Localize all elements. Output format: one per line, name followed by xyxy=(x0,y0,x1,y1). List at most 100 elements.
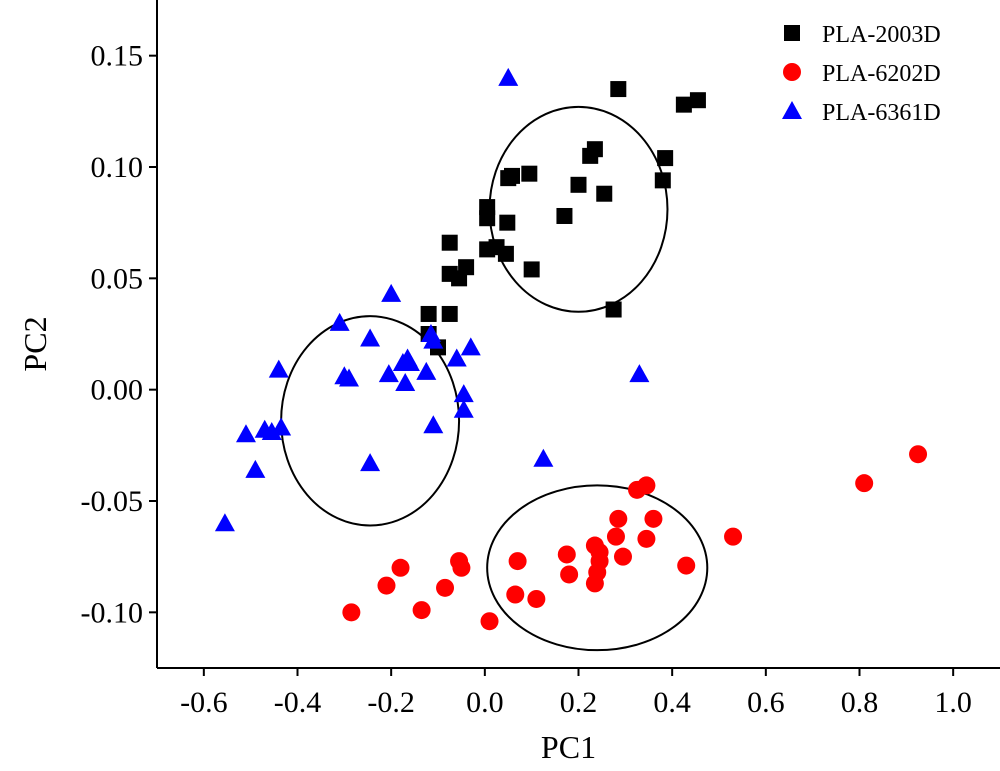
y-ticks: -0.10 -0.05 0.00 0.05 0.10 0.15 xyxy=(81,40,157,629)
data-point xyxy=(590,543,609,562)
data-point xyxy=(235,424,256,443)
x-tick-label: 1.0 xyxy=(934,686,972,719)
x-tick-label: -0.4 xyxy=(274,686,322,719)
y-tick-label: 0.00 xyxy=(91,374,144,407)
data-point xyxy=(657,150,674,167)
data-point xyxy=(399,352,420,371)
x-ticks: -0.6 -0.4 -0.2 0.0 0.2 0.4 0.6 0.8 1.0 xyxy=(180,668,972,719)
data-point xyxy=(458,259,475,276)
data-point xyxy=(527,589,546,608)
legend-item: PLA-2003D xyxy=(784,22,941,48)
data-point xyxy=(378,364,399,383)
legend-item: PLA-6202D xyxy=(783,61,941,87)
data-point xyxy=(556,207,573,224)
data-point xyxy=(499,214,516,231)
legend-marker xyxy=(783,63,801,81)
data-point xyxy=(506,585,525,604)
data-point xyxy=(855,474,874,493)
plot-area xyxy=(214,67,928,652)
data-point xyxy=(479,210,496,227)
data-point xyxy=(557,545,576,564)
data-point xyxy=(629,364,650,383)
data-point xyxy=(423,415,444,434)
data-point xyxy=(654,172,671,189)
data-point xyxy=(675,96,692,113)
data-point xyxy=(377,576,396,595)
confidence-ellipse xyxy=(488,105,669,313)
series-pla-6202d xyxy=(342,445,928,631)
data-point xyxy=(560,565,579,584)
data-point xyxy=(586,141,603,158)
data-point xyxy=(605,301,622,318)
x-tick-label: -0.2 xyxy=(367,686,415,719)
data-point xyxy=(909,445,928,464)
data-point xyxy=(446,348,467,367)
data-point xyxy=(644,509,663,528)
y-tick-label: 0.05 xyxy=(91,262,144,295)
x-tick-label: 0.6 xyxy=(747,686,785,719)
data-point xyxy=(245,459,266,478)
data-point xyxy=(606,527,625,546)
data-point xyxy=(596,185,613,202)
legend: PLA-2003D PLA-6202D PLA-6361D xyxy=(782,22,941,126)
data-point xyxy=(339,368,360,387)
data-point xyxy=(412,601,431,620)
data-point xyxy=(610,81,627,98)
x-tick-label: 0.4 xyxy=(653,686,691,719)
data-point xyxy=(391,558,410,577)
legend-item: PLA-6361D xyxy=(782,100,941,126)
y-tick-label: -0.10 xyxy=(81,596,144,629)
y-tick-label: -0.05 xyxy=(81,485,144,518)
confidence-ellipse xyxy=(486,484,709,652)
data-point xyxy=(420,305,437,322)
legend-marker xyxy=(782,101,802,119)
data-point xyxy=(452,558,471,577)
data-point xyxy=(521,165,538,182)
axes: -0.6 -0.4 -0.2 0.0 0.2 0.4 0.6 0.8 1.0 -0.10 -0.0… xyxy=(17,0,1000,765)
series-pla-6361d xyxy=(214,67,650,532)
data-point xyxy=(441,305,458,322)
data-point xyxy=(689,92,706,109)
data-point xyxy=(342,603,361,622)
legend-label: PLA-2003D xyxy=(822,22,941,48)
data-point xyxy=(453,399,474,418)
data-point xyxy=(523,261,540,278)
y-axis-title: PC2 xyxy=(17,316,53,371)
data-point xyxy=(533,448,554,467)
data-point xyxy=(329,312,350,331)
data-point xyxy=(214,513,235,532)
data-point xyxy=(498,67,519,86)
data-point xyxy=(677,556,696,575)
y-tick-label: 0.15 xyxy=(91,40,144,73)
data-point xyxy=(381,283,402,302)
data-point xyxy=(637,476,656,495)
x-axis-title: PC1 xyxy=(541,729,596,765)
x-tick-label: -0.6 xyxy=(180,686,228,719)
x-tick-label: 0.2 xyxy=(560,686,598,719)
data-point xyxy=(503,167,520,184)
data-point xyxy=(570,176,587,193)
data-point xyxy=(395,372,416,391)
data-point xyxy=(460,337,481,356)
data-point xyxy=(637,529,656,548)
data-point xyxy=(360,453,381,472)
x-tick-label: 0.0 xyxy=(466,686,504,719)
data-point xyxy=(613,547,632,566)
series-pla-2003d xyxy=(420,81,706,356)
y-tick-label: 0.10 xyxy=(91,151,144,184)
x-tick-label: 0.8 xyxy=(841,686,879,719)
data-point xyxy=(441,234,458,251)
data-point xyxy=(724,527,743,546)
data-point xyxy=(271,417,292,436)
data-point xyxy=(268,359,289,378)
data-point xyxy=(423,330,444,349)
data-point xyxy=(416,361,437,380)
data-point xyxy=(360,328,381,347)
data-point xyxy=(480,612,499,631)
data-point xyxy=(436,578,455,597)
data-points xyxy=(214,67,928,631)
legend-label: PLA-6202D xyxy=(822,61,941,87)
data-point xyxy=(453,384,474,403)
data-point xyxy=(508,552,527,571)
